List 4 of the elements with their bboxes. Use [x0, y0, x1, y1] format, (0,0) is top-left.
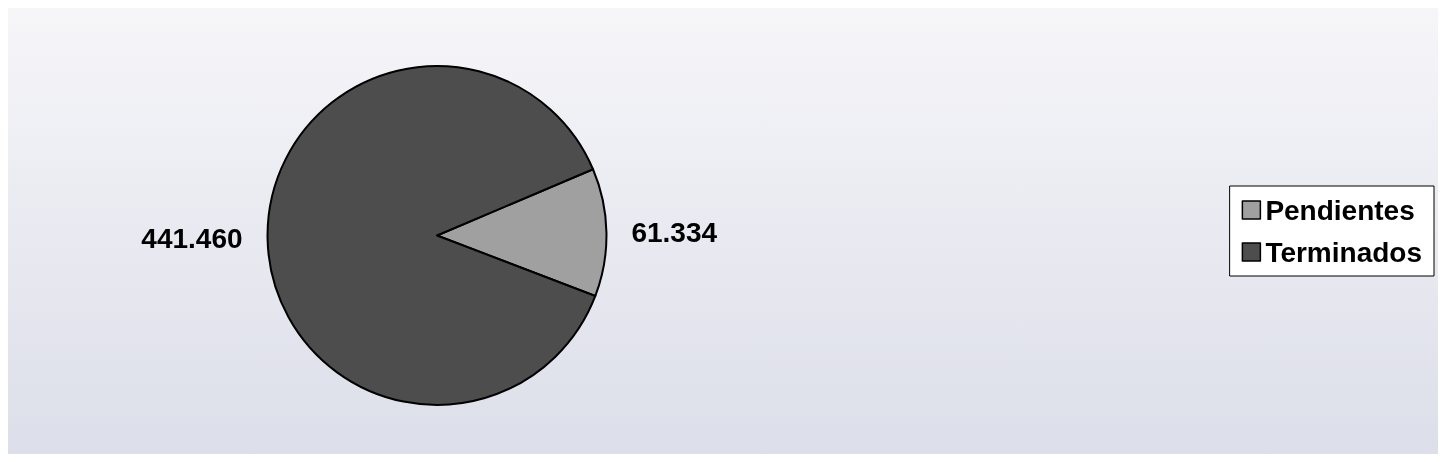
data-label: 61.334: [631, 216, 718, 248]
data-label: 441.460: [141, 223, 243, 255]
legend-label: Terminados: [1265, 236, 1422, 268]
legend-label: Pendientes: [1265, 194, 1415, 226]
